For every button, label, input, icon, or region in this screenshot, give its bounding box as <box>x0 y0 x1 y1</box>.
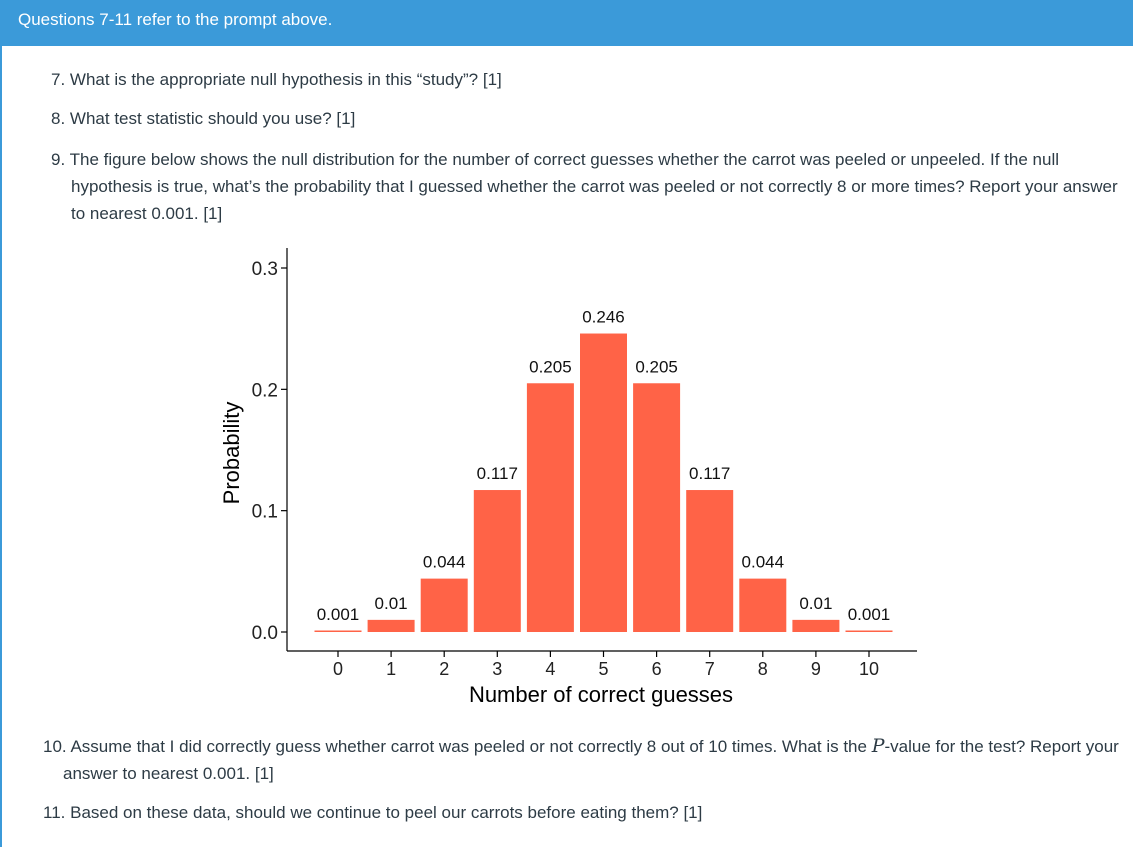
x-tick-label: 10 <box>859 659 879 679</box>
question-7-number: 7. <box>51 70 66 89</box>
bar <box>420 578 468 632</box>
y-tick-label: 0.2 <box>252 380 278 401</box>
bar <box>739 578 787 632</box>
bar <box>792 619 840 632</box>
x-tick-label: 8 <box>758 659 768 679</box>
bars <box>314 333 893 632</box>
question-8-number: 8. <box>51 109 66 128</box>
y-tick-label: 0.0 <box>252 623 278 644</box>
bar <box>845 630 893 632</box>
x-tick-label: 1 <box>386 659 396 679</box>
x-tick-label: 2 <box>439 659 449 679</box>
header-title: Questions 7-11 refer to the prompt above… <box>18 10 333 29</box>
bar-value-label: 0.117 <box>689 464 730 483</box>
y-axis: 0.0 0.1 0.2 0.3 <box>252 248 288 651</box>
bar-value-label: 0.205 <box>635 357 678 376</box>
question-11: 11. Based on these data, should we conti… <box>43 799 1123 826</box>
bar <box>580 333 627 632</box>
question-9: 9. The figure below shows the null distr… <box>51 146 1121 227</box>
bar-labels: 0.001 0.01 0.044 0.117 0.205 0.246 0.205 0.117 0… <box>317 308 891 624</box>
y-tick-label: 0.1 <box>252 502 278 523</box>
bar-value-label: 0.117 <box>477 464 518 483</box>
x-tick-label: 5 <box>598 659 608 679</box>
question-11-text: Based on these data, should we continue … <box>70 803 703 822</box>
y-axis-label: Probability <box>219 402 244 505</box>
question-10: 10. Assume that I did correctly guess wh… <box>43 733 1123 787</box>
question-7: 7. What is the appropriate null hypothes… <box>51 66 1121 93</box>
bar <box>526 383 574 632</box>
x-tick-label: 7 <box>705 659 715 679</box>
x-axis: 0 1 2 3 4 5 6 7 8 9 10 <box>287 650 917 679</box>
x-tick-label: 6 <box>652 659 662 679</box>
bar <box>473 490 521 632</box>
bar-value-label: 0.246 <box>582 308 625 327</box>
question-10-text-after: -value for the test? Report your answer … <box>63 737 1119 783</box>
y-tick-label: 0.3 <box>252 259 278 280</box>
x-tick-label: 4 <box>545 659 555 679</box>
left-border <box>0 46 2 847</box>
bar-value-label: 0.044 <box>742 553 785 572</box>
bar-value-label: 0.205 <box>529 357 572 376</box>
bar-value-label: 0.044 <box>423 553 466 572</box>
question-9-text: The figure below shows the null distribu… <box>69 150 1118 223</box>
question-11-number: 11. <box>43 803 66 822</box>
question-8: 8. What test statistic should you use? [… <box>51 105 1121 132</box>
bar-value-label: 0.01 <box>375 594 408 613</box>
bar <box>367 619 415 632</box>
x-axis-label: Number of correct guesses <box>469 682 733 707</box>
page-header: Questions 7-11 refer to the prompt above… <box>0 0 1133 46</box>
p-variable: P <box>871 735 885 757</box>
x-tick-label: 0 <box>333 659 343 679</box>
question-7-text: What is the appropriate null hypothesis … <box>69 70 502 89</box>
question-9-number: 9. <box>51 150 66 169</box>
bar-value-label: 0.001 <box>848 605 891 624</box>
bar <box>633 383 681 632</box>
question-8-text: What test statistic should you use? [1] <box>69 109 356 128</box>
bar-value-label: 0.001 <box>317 605 360 624</box>
x-tick-label: 3 <box>492 659 502 679</box>
question-10-text-before: Assume that I did correctly guess whethe… <box>70 737 872 756</box>
x-tick-label: 9 <box>811 659 821 679</box>
bar-value-label: 0.01 <box>799 594 832 613</box>
bar <box>314 630 362 632</box>
bar <box>686 490 734 632</box>
question-10-number: 10. <box>43 737 67 756</box>
